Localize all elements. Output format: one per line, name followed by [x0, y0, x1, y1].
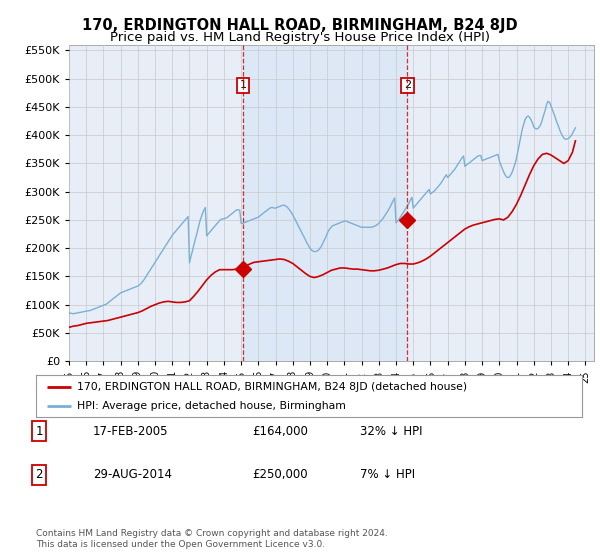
Text: 170, ERDINGTON HALL ROAD, BIRMINGHAM, B24 8JD (detached house): 170, ERDINGTON HALL ROAD, BIRMINGHAM, B2…	[77, 382, 467, 392]
Text: 2: 2	[404, 81, 411, 91]
Text: 2: 2	[35, 468, 43, 482]
Text: 1: 1	[239, 81, 247, 91]
Text: 17-FEB-2005: 17-FEB-2005	[93, 424, 169, 438]
Bar	[243, 45, 407, 361]
Text: Price paid vs. HM Land Registry's House Price Index (HPI): Price paid vs. HM Land Registry's House …	[110, 31, 490, 44]
Text: 7% ↓ HPI: 7% ↓ HPI	[360, 468, 415, 482]
Text: 32% ↓ HPI: 32% ↓ HPI	[360, 424, 422, 438]
Text: 1: 1	[35, 424, 43, 438]
Text: 29-AUG-2014: 29-AUG-2014	[93, 468, 172, 482]
Text: £250,000: £250,000	[252, 468, 308, 482]
Text: £164,000: £164,000	[252, 424, 308, 438]
Text: 170, ERDINGTON HALL ROAD, BIRMINGHAM, B24 8JD: 170, ERDINGTON HALL ROAD, BIRMINGHAM, B2…	[82, 18, 518, 33]
Text: HPI: Average price, detached house, Birmingham: HPI: Average price, detached house, Birm…	[77, 402, 346, 411]
Text: Contains HM Land Registry data © Crown copyright and database right 2024.
This d: Contains HM Land Registry data © Crown c…	[36, 529, 388, 549]
